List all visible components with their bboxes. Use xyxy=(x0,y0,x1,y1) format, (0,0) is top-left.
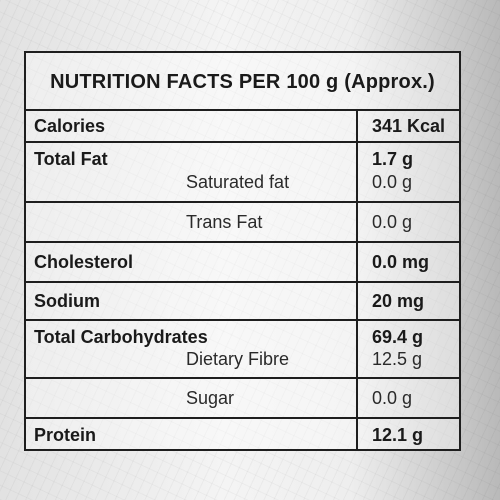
dietary-fibre-value: 12.5 g xyxy=(372,349,423,369)
total-carbohydrates-label: Total Carbohydrates xyxy=(34,327,208,347)
column-divider xyxy=(356,379,358,419)
protein-label: Protein xyxy=(34,425,97,445)
table-title: NUTRITION FACTS PER 100 g (Approx.) xyxy=(50,71,435,93)
row-calories: Calories 341 Kcal xyxy=(26,109,459,143)
protein-value: 12.1 g xyxy=(372,425,424,445)
row-cholesterol: Cholesterol 0.0 mg xyxy=(26,241,459,283)
column-divider xyxy=(356,321,358,379)
row-sugar: Sugar 0.0 g xyxy=(26,377,459,419)
total-carbohydrates-value: 69.4 g xyxy=(372,327,424,347)
calories-label: Calories xyxy=(34,116,106,136)
column-divider xyxy=(356,243,358,283)
trans-fat-label: Trans Fat xyxy=(186,212,263,232)
dietary-fibre-label: Dietary Fibre xyxy=(186,349,290,369)
cholesterol-label: Cholesterol xyxy=(34,252,134,272)
column-divider xyxy=(356,111,358,143)
table-header-row: NUTRITION FACTS PER 100 g (Approx.) xyxy=(26,53,459,109)
sodium-value: 20 mg xyxy=(372,291,425,311)
cholesterol-value: 0.0 mg xyxy=(372,252,430,272)
column-divider xyxy=(356,143,358,203)
sugar-label: Sugar xyxy=(186,388,235,408)
column-divider xyxy=(356,283,358,321)
column-divider xyxy=(356,203,358,243)
total-fat-label: Total Fat xyxy=(34,149,108,169)
trans-fat-value: 0.0 g xyxy=(372,212,413,232)
saturated-fat-label: Saturated fat xyxy=(186,172,290,192)
sodium-label: Sodium xyxy=(34,291,100,311)
nutrition-facts-table: NUTRITION FACTS PER 100 g (Approx.) Calo… xyxy=(24,51,461,451)
saturated-fat-value: 0.0 g xyxy=(372,172,413,192)
total-fat-value: 1.7 g xyxy=(372,149,414,169)
calories-value: 341 Kcal xyxy=(372,116,446,136)
column-divider xyxy=(356,419,358,451)
row-sodium: Sodium 20 mg xyxy=(26,281,459,321)
row-protein: Protein 12.1 g xyxy=(26,417,459,451)
row-total-fat: Total Fat 1.7 g Saturated fat 0.0 g xyxy=(26,141,459,203)
sugar-value: 0.0 g xyxy=(372,388,413,408)
row-trans-fat: Trans Fat 0.0 g xyxy=(26,201,459,243)
row-total-carbohydrates: Total Carbohydrates 69.4 g Dietary Fibre… xyxy=(26,319,459,379)
